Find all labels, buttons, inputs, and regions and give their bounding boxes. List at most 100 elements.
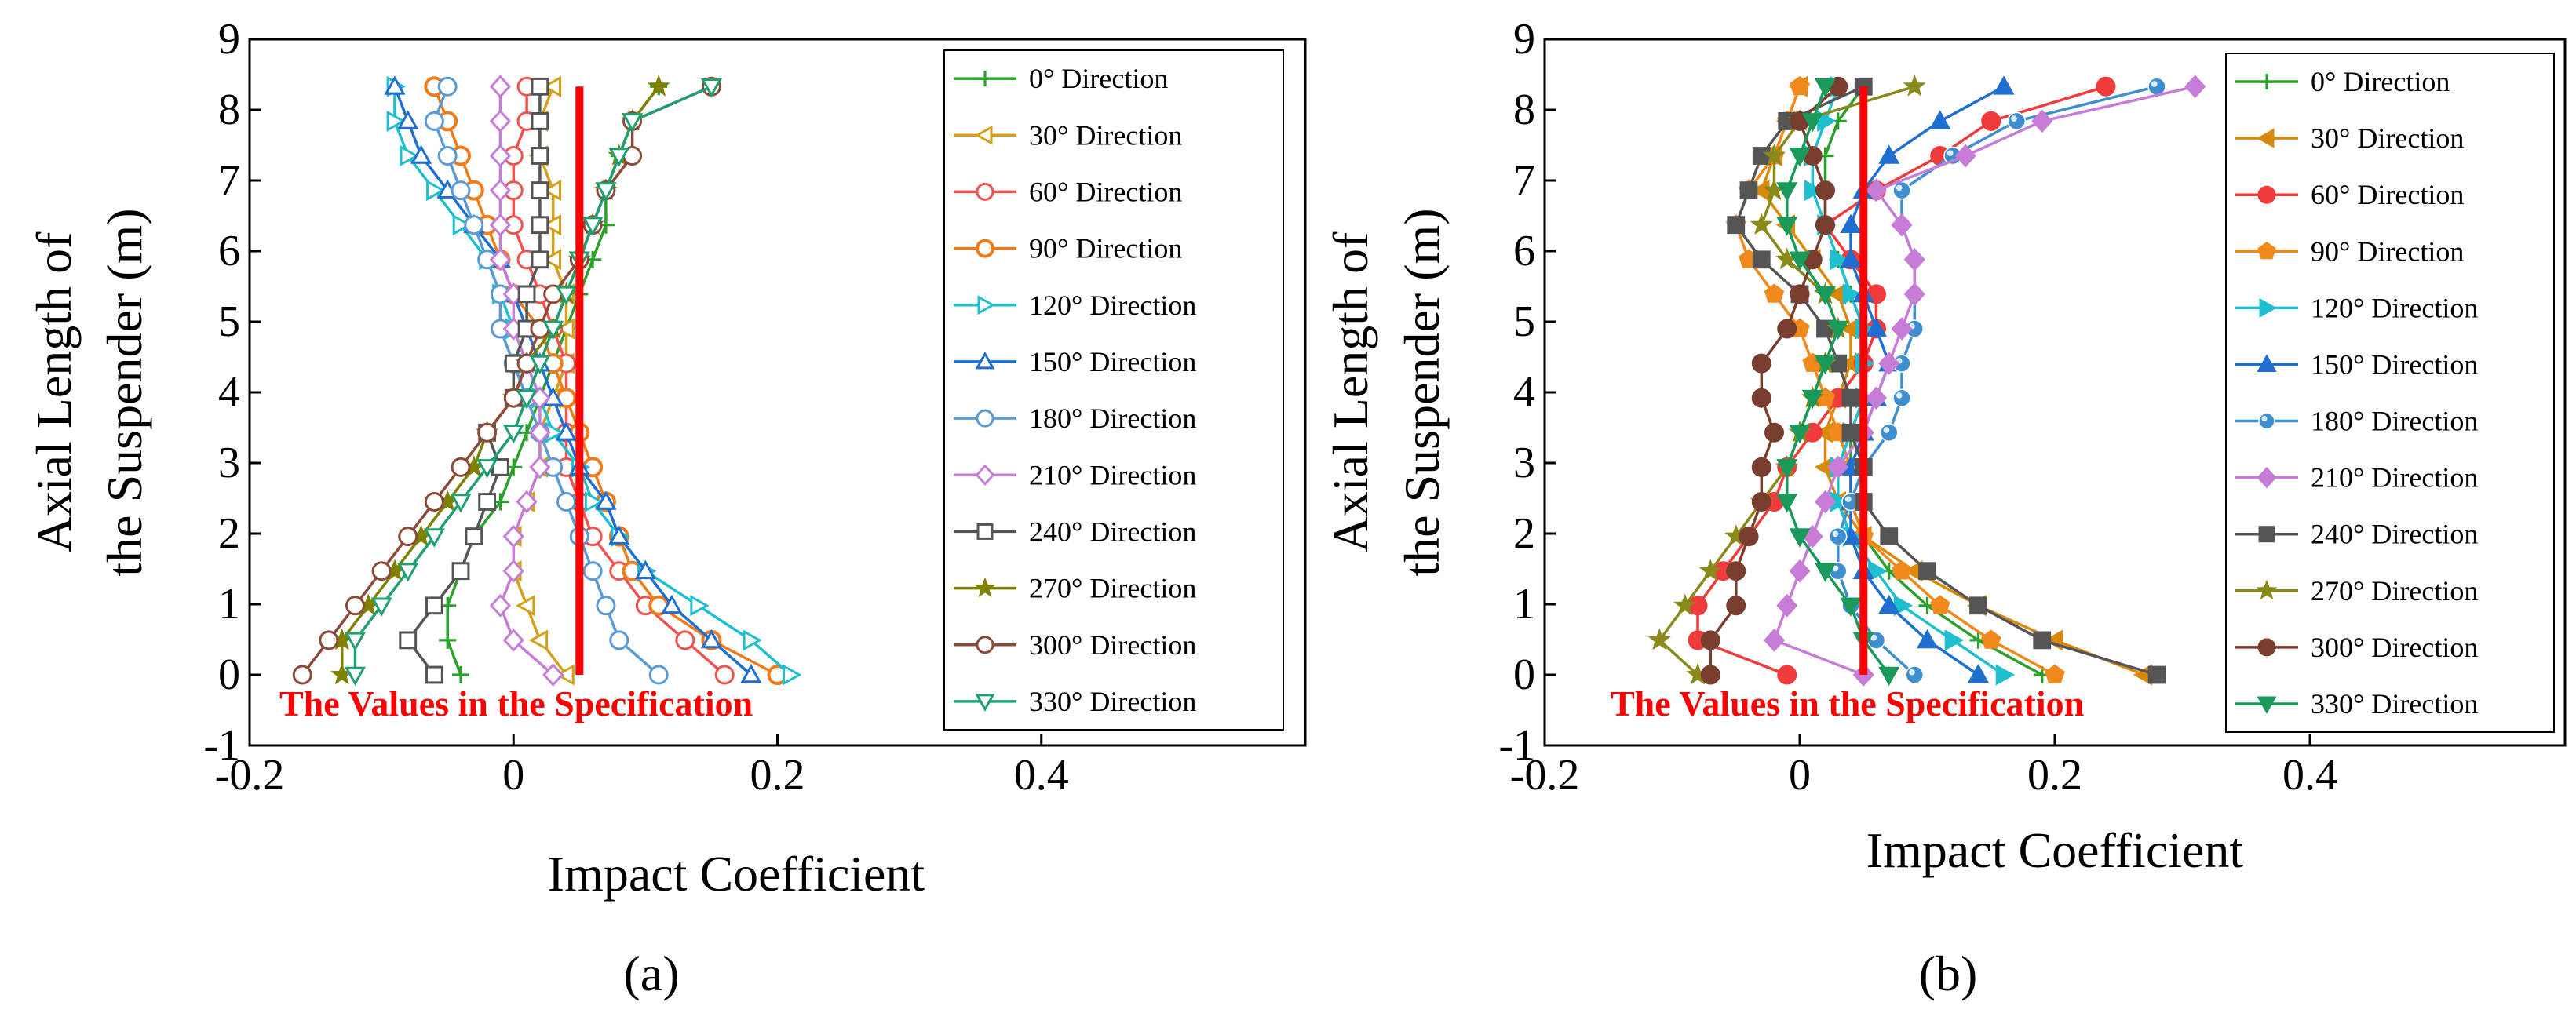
data-point bbox=[489, 593, 512, 618]
data-point bbox=[424, 492, 444, 512]
legend-item: 240° Direction bbox=[954, 516, 1196, 547]
legend-item: 180° Direction bbox=[2235, 406, 2478, 437]
series-line bbox=[1837, 85, 2158, 676]
data-point bbox=[397, 110, 419, 129]
data-point bbox=[634, 559, 656, 579]
data-point bbox=[478, 493, 497, 511]
legend-item: 180° Direction bbox=[954, 403, 1196, 434]
x-tick-label: 0.4 bbox=[2282, 751, 2337, 800]
series-0 bbox=[439, 78, 668, 683]
legend-label: 60° Direction bbox=[1029, 176, 1182, 207]
data-point bbox=[452, 214, 473, 236]
data-point bbox=[1814, 355, 1837, 375]
data-point bbox=[410, 144, 432, 164]
data-point bbox=[529, 355, 551, 375]
data-point-highlight bbox=[1896, 392, 1903, 399]
data-point bbox=[516, 389, 538, 410]
legend-item: 0° Direction bbox=[2235, 66, 2450, 97]
data-point bbox=[555, 421, 578, 441]
legend-marker bbox=[2259, 297, 2278, 318]
x-axis-title: Impact Coefficient bbox=[548, 846, 925, 902]
legend-marker bbox=[2257, 185, 2276, 204]
data-point bbox=[1751, 353, 1771, 374]
y-tick-label: 8 bbox=[218, 86, 240, 134]
data-point bbox=[647, 74, 670, 97]
data-point bbox=[489, 144, 512, 168]
x-tick-label: -0.2 bbox=[215, 751, 285, 800]
data-point bbox=[502, 524, 524, 548]
y-tick-label: 5 bbox=[1513, 297, 1535, 346]
legend-marker bbox=[2258, 412, 2275, 430]
series-line bbox=[1735, 86, 2056, 676]
data-point bbox=[1815, 180, 1835, 201]
y-tick-label: 1 bbox=[218, 580, 240, 629]
data-point bbox=[1739, 527, 1759, 547]
data-point bbox=[555, 286, 578, 305]
data-point bbox=[1751, 492, 1771, 512]
data-point-highlight bbox=[1832, 530, 1839, 538]
data-point bbox=[1789, 528, 1811, 548]
legend-label: 210° Direction bbox=[1029, 459, 1196, 490]
data-point bbox=[371, 561, 392, 581]
specification-label: The Values in the Specification bbox=[1611, 683, 2084, 723]
data-point bbox=[489, 75, 512, 99]
y-tick-label: -1 bbox=[203, 721, 240, 770]
y-tick-label: -1 bbox=[1498, 721, 1535, 770]
data-point bbox=[319, 630, 339, 650]
data-point bbox=[531, 112, 549, 130]
data-point bbox=[1878, 352, 1900, 375]
legend-marker bbox=[974, 125, 993, 145]
series-10 bbox=[1700, 76, 1848, 685]
data-point bbox=[1827, 455, 1849, 479]
data-point bbox=[1647, 628, 1671, 650]
data-point bbox=[1981, 111, 2001, 131]
legend: 0° Direction 30° Direction 60° Direction 90… bbox=[2225, 53, 2555, 733]
data-point bbox=[1880, 423, 1899, 443]
legend-label: 90° Direction bbox=[1029, 233, 1182, 264]
data-point bbox=[2033, 631, 2052, 650]
data-point-highlight bbox=[1909, 669, 1915, 676]
data-point bbox=[529, 455, 551, 479]
y-axis-title-line-1: Axial Length of bbox=[1323, 231, 1378, 552]
data-point bbox=[1891, 213, 1913, 237]
legend-label: 240° Direction bbox=[2311, 519, 2478, 550]
data-point bbox=[1995, 664, 2016, 686]
data-point bbox=[1840, 213, 1862, 233]
legend-label: 150° Direction bbox=[1029, 346, 1196, 377]
data-point bbox=[1801, 113, 1823, 133]
data-point bbox=[1814, 490, 1837, 514]
y-tick-label: 2 bbox=[218, 509, 240, 558]
legend-marker bbox=[2257, 466, 2277, 489]
data-point bbox=[1827, 320, 1849, 341]
data-point-highlight bbox=[2011, 115, 2017, 122]
legend-marker bbox=[2257, 696, 2277, 715]
legend-marker bbox=[977, 71, 993, 87]
x-tick-label: 0.2 bbox=[2027, 751, 2082, 800]
data-point bbox=[1903, 247, 1925, 271]
legend-label: 300° Direction bbox=[1029, 629, 1196, 661]
legend-label: 150° Direction bbox=[2311, 348, 2478, 380]
series-4 bbox=[386, 75, 802, 686]
data-point bbox=[542, 249, 561, 271]
series-line bbox=[1823, 86, 2043, 676]
legend-marker bbox=[2257, 354, 2277, 372]
data-point bbox=[451, 562, 470, 581]
data-point bbox=[1829, 527, 1848, 546]
data-point bbox=[424, 111, 444, 131]
y-tick-label: 8 bbox=[1513, 86, 1535, 134]
data-point bbox=[1727, 216, 1746, 235]
legend-box bbox=[943, 49, 1284, 731]
plot-area bbox=[292, 74, 802, 687]
data-point bbox=[345, 596, 365, 616]
data-point bbox=[1814, 78, 1837, 98]
series-11 bbox=[344, 78, 722, 687]
y-tick-label: 5 bbox=[218, 297, 240, 346]
data-point bbox=[700, 629, 722, 649]
series-5 bbox=[1840, 75, 2015, 683]
data-point bbox=[1865, 386, 1888, 410]
legend-marker bbox=[975, 464, 995, 486]
data-point bbox=[1981, 629, 2001, 649]
data-point bbox=[489, 247, 512, 271]
y-tick-label: 1 bbox=[1513, 580, 1535, 629]
y-axis-title-line-1: Axial Length of bbox=[26, 231, 82, 552]
